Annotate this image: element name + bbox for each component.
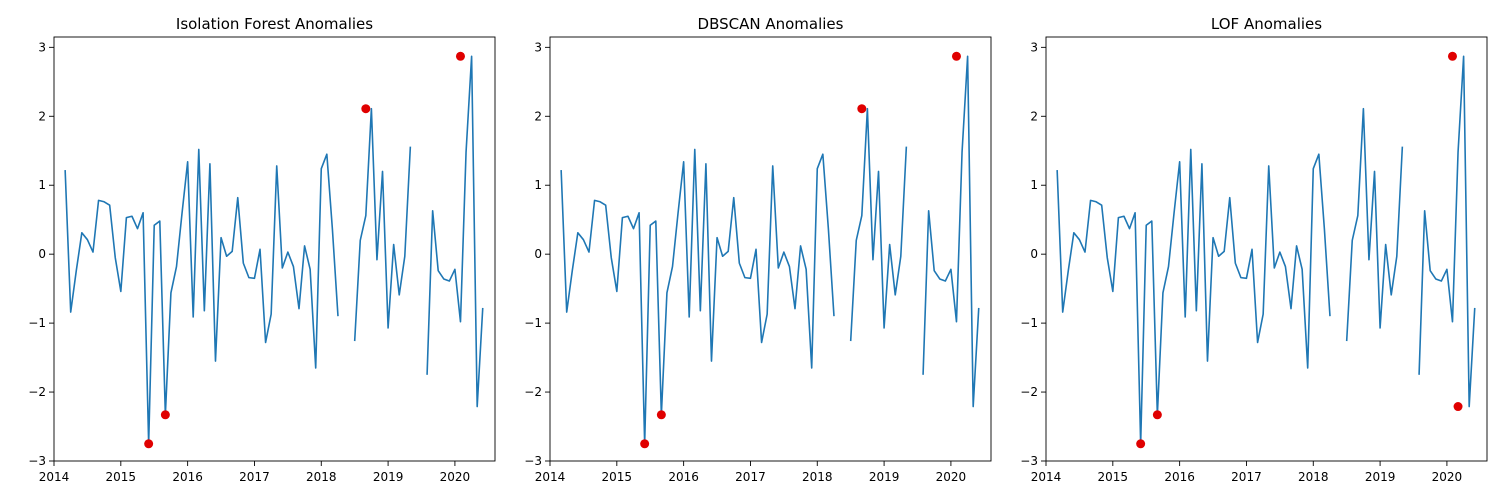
x-tick-label: 2016 — [1164, 470, 1195, 484]
x-tick-label: 2018 — [802, 470, 833, 484]
x-tick-label: 2020 — [440, 470, 471, 484]
y-tick-label: 0 — [1030, 247, 1038, 261]
x-tick-label: 2020 — [936, 470, 967, 484]
x-tick-label: 2016 — [668, 470, 699, 484]
x-tick-label: 2016 — [172, 470, 203, 484]
y-tick-label: −3 — [1020, 454, 1038, 468]
x-tick-label: 2018 — [306, 470, 337, 484]
anomaly-point — [640, 439, 650, 449]
x-tick-label: 2017 — [1231, 470, 1262, 484]
x-tick-label: 2015 — [1098, 470, 1129, 484]
x-tick-label: 2014 — [1031, 470, 1062, 484]
anomaly-point — [1447, 51, 1457, 61]
y-tick-label: −1 — [28, 316, 46, 330]
y-tick-label: −3 — [28, 454, 46, 468]
x-tick-label: 2015 — [106, 470, 137, 484]
x-tick-label: 2017 — [239, 470, 270, 484]
y-tick-label: −2 — [1020, 385, 1038, 399]
x-tick-label: 2019 — [1365, 470, 1396, 484]
anomaly-point — [857, 104, 867, 114]
axes-frame — [1045, 36, 1488, 462]
y-tick-label: 3 — [534, 40, 542, 54]
anomaly-point — [455, 51, 465, 61]
y-tick-label: 2 — [1030, 109, 1038, 123]
y-tick-label: 2 — [38, 109, 46, 123]
anomaly-point — [361, 104, 371, 114]
axes-frame — [549, 36, 992, 462]
y-tick-label: 0 — [534, 247, 542, 261]
anomaly-point — [1453, 402, 1463, 412]
anomaly-point — [160, 410, 170, 420]
y-tick-label: 1 — [1030, 178, 1038, 192]
x-tick-label: 2018 — [1298, 470, 1329, 484]
x-tick-label: 2014 — [535, 470, 566, 484]
y-tick-label: 0 — [38, 247, 46, 261]
panel-dbscan: DBSCAN Anomalies 2014 2015 2016 2017 2018 2019… — [524, 15, 992, 484]
y-tick-label: 1 — [534, 178, 542, 192]
x-tick-label: 2019 — [869, 470, 900, 484]
y-tick-label: −1 — [524, 316, 542, 330]
y-tick-label: 2 — [534, 109, 542, 123]
y-tick-label: 1 — [38, 178, 46, 192]
y-tick-label: 3 — [38, 40, 46, 54]
anomaly-point — [1152, 410, 1162, 420]
y-tick-label: −1 — [1020, 316, 1038, 330]
x-tick-label: 2015 — [602, 470, 633, 484]
x-tick-label: 2014 — [39, 470, 70, 484]
series-line — [64, 55, 484, 445]
y-tick-label: −3 — [524, 454, 542, 468]
x-tick-label: 2020 — [1432, 470, 1463, 484]
y-tick-label: −2 — [28, 385, 46, 399]
chart-title: DBSCAN Anomalies — [698, 15, 844, 33]
chart-title: Isolation Forest Anomalies — [176, 15, 373, 33]
y-tick-label: 3 — [1030, 40, 1038, 54]
x-tick-label: 2017 — [735, 470, 766, 484]
anomaly-point — [1136, 439, 1146, 449]
series-line — [560, 55, 980, 445]
y-tick-label: −2 — [524, 385, 542, 399]
series-line — [1056, 55, 1476, 445]
x-tick-label: 2019 — [373, 470, 404, 484]
anomaly-point — [656, 410, 666, 420]
anomaly-point — [144, 439, 154, 449]
axes-frame — [53, 36, 496, 462]
chart-title: LOF Anomalies — [1211, 15, 1322, 33]
anomaly-point — [951, 51, 961, 61]
